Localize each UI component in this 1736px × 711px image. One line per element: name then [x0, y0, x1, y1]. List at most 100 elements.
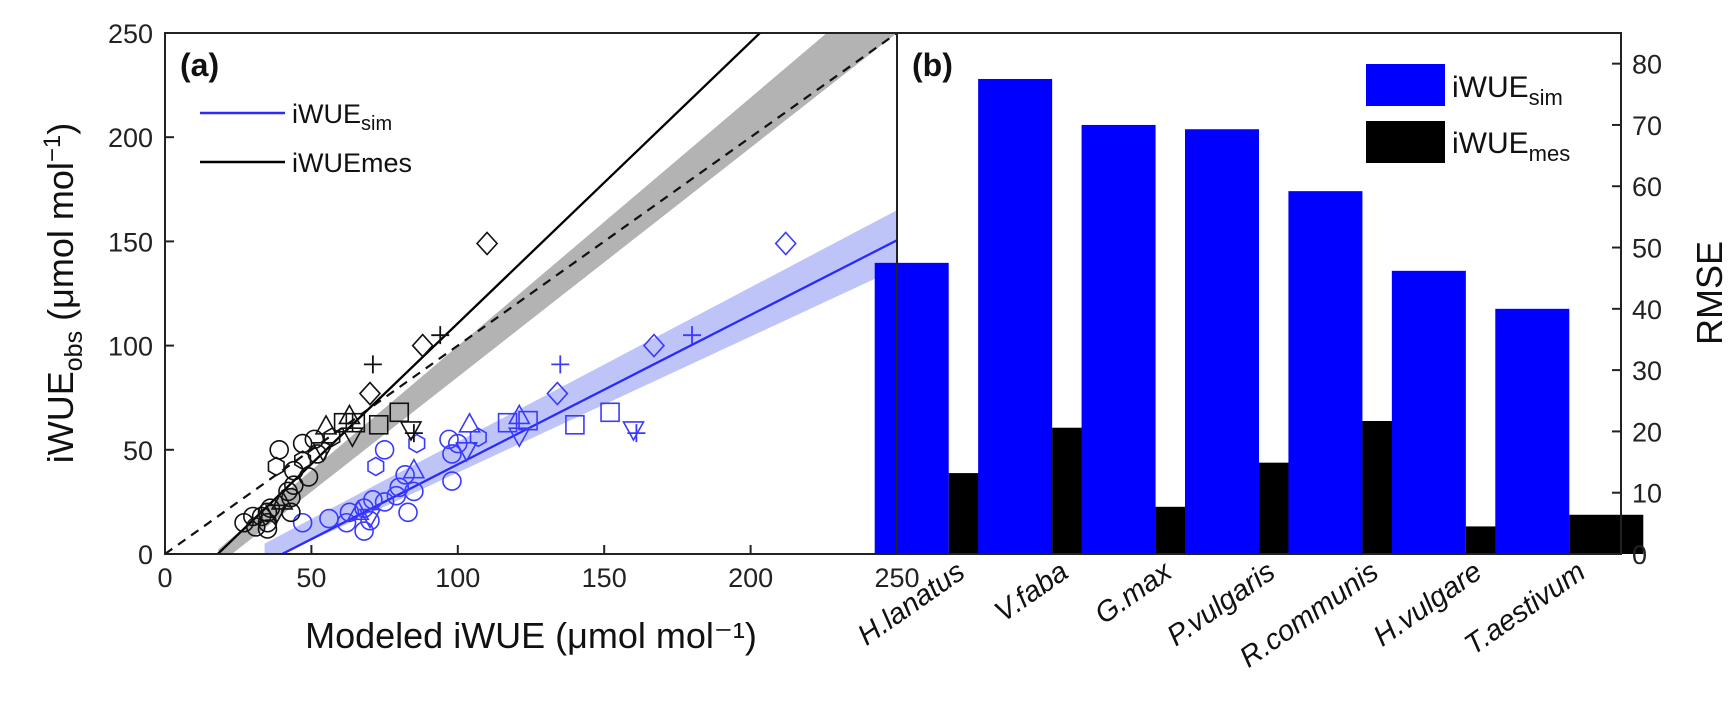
point-hexagon	[267, 456, 285, 477]
regression-line-mes	[216, 33, 762, 554]
point-circle	[386, 485, 407, 506]
point-circle	[281, 502, 301, 523]
point-circle	[336, 512, 357, 533]
one-to-one-line	[165, 33, 897, 554]
y-tick-label: 0	[138, 540, 153, 570]
point-circle	[395, 465, 415, 485]
point-diamond	[475, 231, 499, 256]
point-hexagon	[469, 427, 487, 448]
y-tick-label: 200	[108, 123, 153, 153]
bar-iWUEsim	[1081, 124, 1156, 555]
point-square	[368, 414, 389, 435]
panel-label-b: (b)	[912, 47, 953, 83]
bar-iWUEsim	[1288, 191, 1363, 554]
point-circle	[257, 502, 278, 523]
x-tick-label: 200	[728, 563, 773, 593]
point-triangle-down	[622, 421, 645, 442]
bar-panel-b: 0 10 20 30 40 50 60 70 80 H.lanatus V.faba G.maxP.…	[852, 32, 1730, 675]
rmse-tick-label: 50	[1632, 234, 1662, 264]
point-circle	[447, 433, 468, 454]
legend-swatch-mes	[1366, 121, 1445, 163]
x-tick-label: 0	[157, 563, 172, 593]
rmse-axis-label: RMSE	[1689, 241, 1730, 345]
point-triangle-up	[507, 403, 531, 425]
plot-frame-b	[896, 32, 1622, 555]
rmse-axis-ticks: 0 10 20 30 40 50 60 70 80	[1612, 50, 1662, 570]
point-hexagon	[367, 456, 385, 477]
bars	[874, 78, 1644, 555]
point-circle	[257, 519, 278, 539]
point-circle	[257, 512, 278, 533]
point-plus	[551, 355, 570, 374]
point-circle	[354, 521, 374, 541]
confidence-band-sim	[264, 210, 897, 554]
x-tick-label: 150	[582, 563, 627, 593]
bar-iWUEsim	[1391, 270, 1466, 554]
bar-iWUEsim	[874, 262, 949, 554]
legend-a: iWUEsim iWUEmes	[200, 99, 412, 178]
point-circle	[439, 429, 459, 450]
point-circle	[284, 475, 304, 496]
rmse-tick-label: 0	[1632, 540, 1647, 570]
point-circle	[298, 467, 319, 487]
y-tick-label: 100	[108, 332, 153, 362]
point-square	[389, 402, 410, 423]
point-circle	[269, 439, 289, 460]
point-circle	[374, 439, 395, 460]
point-circle	[442, 444, 462, 464]
rmse-tick-label: 80	[1632, 50, 1662, 80]
point-circle	[374, 492, 395, 512]
bar-iWUEsim	[978, 78, 1053, 555]
rmse-tick-label: 30	[1632, 356, 1662, 386]
point-plus	[363, 355, 382, 374]
x-axis-label: Modeled iWUE (μmol mol⁻¹)	[305, 615, 757, 656]
point-triangle-up	[338, 403, 361, 425]
legend-label-sim-b: iWUEsim	[1452, 71, 1563, 110]
rmse-tick-label: 60	[1632, 172, 1662, 202]
scatter-points	[234, 231, 797, 541]
point-circle	[339, 502, 360, 523]
point-circle	[251, 506, 272, 527]
legend-label-mes-b: iWUEmes	[1452, 127, 1570, 166]
bar-iWUEsim	[1495, 308, 1570, 554]
rmse-tick-label: 10	[1632, 479, 1662, 509]
point-triangle-up	[458, 412, 481, 433]
x-axis-ticks: 0 50 100 150 200 250	[157, 545, 920, 593]
point-plus	[431, 326, 450, 345]
point-triangle-up	[314, 414, 338, 435]
rmse-tick-label: 20	[1632, 417, 1662, 447]
point-circle	[292, 433, 313, 454]
point-circle	[442, 471, 462, 491]
legend-b: iWUEsim iWUEmes	[1366, 64, 1570, 166]
legend-label-sim: iWUEsim	[292, 99, 392, 135]
legend-swatch-sim	[1366, 64, 1445, 106]
x-tick-label: 250	[874, 563, 919, 593]
category-label: V.faba	[989, 556, 1074, 629]
point-circle	[389, 477, 410, 498]
point-diamond	[411, 333, 434, 358]
panel-label-a: (a)	[180, 47, 219, 83]
point-plus	[683, 326, 702, 345]
bar-iWUEmes	[1569, 514, 1644, 554]
point-diamond	[358, 381, 382, 406]
y-tick-label: 50	[123, 436, 153, 466]
rmse-tick-label: 40	[1632, 295, 1662, 325]
point-circle	[292, 512, 313, 533]
point-hexagon	[408, 433, 426, 454]
point-square	[565, 414, 585, 435]
point-diamond	[546, 381, 569, 406]
point-circle	[245, 517, 266, 537]
rmse-tick-label: 70	[1632, 111, 1662, 141]
y-axis-label: iWUEobs (μmol mol−1)	[39, 123, 88, 463]
point-triangle-down	[507, 427, 531, 448]
category-labels: H.lanatus V.faba G.maxP.vulgarisR.communis…	[852, 555, 1591, 675]
point-triangle-down	[358, 508, 382, 530]
category-label: G.max	[1089, 555, 1179, 631]
point-circle	[304, 429, 325, 450]
point-square	[600, 402, 620, 423]
bar-iWUEsim	[1185, 129, 1259, 555]
point-triangle-up	[346, 499, 370, 521]
x-tick-label: 50	[296, 563, 326, 593]
point-diamond	[642, 333, 666, 358]
